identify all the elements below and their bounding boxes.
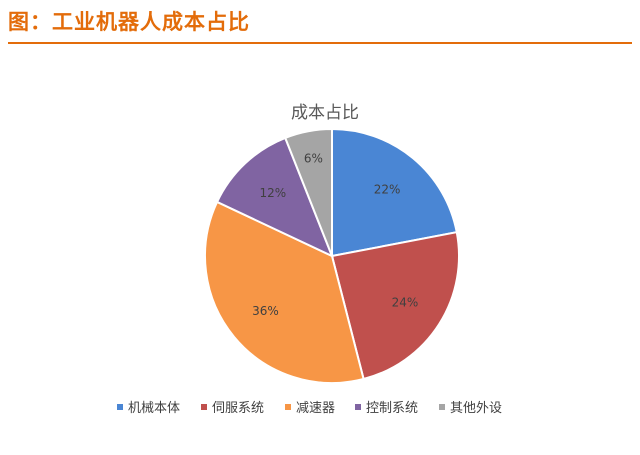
- legend-label-1: 机械本体: [128, 401, 180, 416]
- legend-swatch-5: [439, 404, 445, 410]
- chart-panel: 成本占比 22% 24% 36% 12% 6% 机械本体 伺服系统 减速器 控制系统 其他外设: [10, 58, 630, 450]
- slice-label-1: 22%: [374, 182, 401, 196]
- legend-label-5: 其他外设: [450, 401, 502, 416]
- pie-slices: [204, 127, 460, 384]
- legend-swatch-3: [285, 404, 291, 410]
- legend-label-3: 减速器: [296, 401, 335, 416]
- slice-label-2: 24%: [392, 295, 419, 309]
- legend-label-4: 控制系统: [366, 401, 418, 416]
- slice-label-3: 36%: [252, 304, 279, 318]
- title-divider: [8, 42, 632, 44]
- slice-label-4: 12%: [260, 186, 287, 200]
- slice-label-5: 6%: [304, 152, 323, 166]
- pie-slice-3: [204, 200, 365, 384]
- pie-slice-5: [283, 127, 333, 257]
- pie-slice-1: [331, 127, 458, 258]
- pie-slice-2: [330, 231, 460, 381]
- legend-swatch-1: [117, 404, 123, 410]
- page-title: 图：工业机器人成本占比: [8, 10, 250, 34]
- chart-legend: 机械本体 伺服系统 减速器 控制系统 其他外设: [117, 401, 502, 416]
- chart-title: 成本占比: [291, 103, 359, 123]
- pie-slice-4: [215, 136, 334, 258]
- legend-swatch-2: [201, 404, 207, 410]
- pie-chart: 成本占比 22% 24% 36% 12% 6% 机械本体 伺服系统 减速器 控制系统 其他外设: [117, 103, 502, 416]
- legend-label-2: 伺服系统: [212, 401, 264, 416]
- pie-labels: 22% 24% 36% 12% 6%: [252, 152, 418, 318]
- legend-swatch-4: [355, 404, 361, 410]
